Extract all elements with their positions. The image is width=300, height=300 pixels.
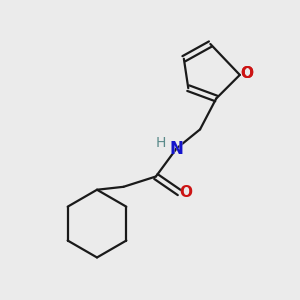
Text: O: O: [240, 66, 253, 81]
Text: N: N: [169, 140, 183, 158]
Text: O: O: [179, 185, 192, 200]
Text: N: N: [169, 140, 183, 158]
Text: O: O: [240, 66, 253, 81]
Text: H: H: [156, 136, 166, 150]
Text: O: O: [179, 185, 192, 200]
Text: O: O: [240, 66, 253, 81]
